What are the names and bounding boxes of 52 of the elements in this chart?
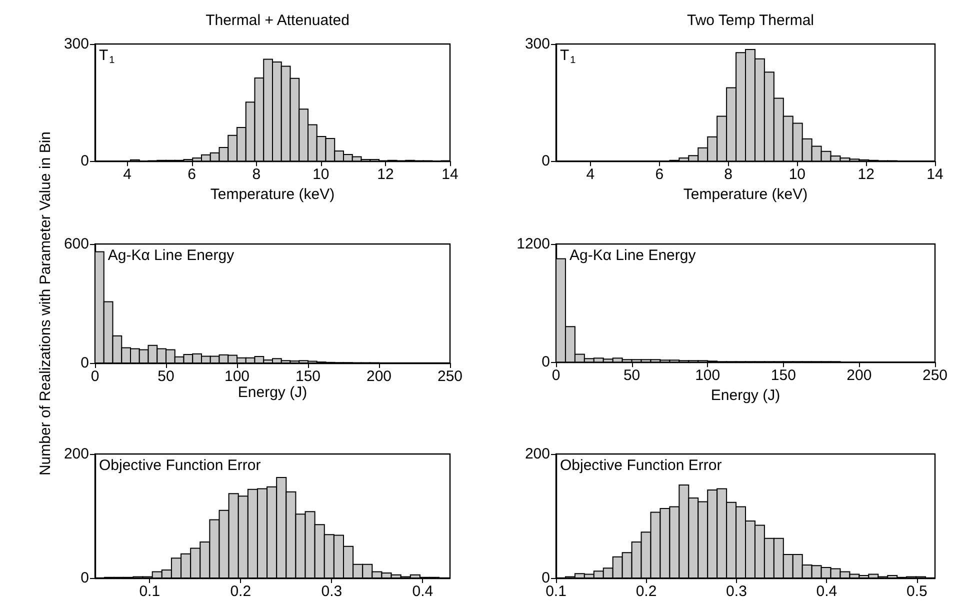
x-tick-label: 100 bbox=[224, 368, 250, 385]
x-tick-label: 10 bbox=[788, 166, 806, 184]
chart-title: Two Temp Thermal bbox=[687, 12, 814, 29]
x-tick-label: 200 bbox=[846, 367, 872, 384]
y-tick-label: 200 bbox=[524, 446, 550, 462]
x-tick-label: 0.5 bbox=[906, 583, 928, 600]
x-axis-title: Energy (J) bbox=[710, 387, 780, 404]
y-axis-title: Number of Realizations with Parameter Value in Bin bbox=[37, 131, 54, 476]
y-tick-label: 300 bbox=[64, 36, 89, 52]
x-tick-label: 4 bbox=[586, 166, 595, 184]
x-tick-label: 6 bbox=[188, 166, 196, 184]
y-tick-label: 0 bbox=[80, 570, 89, 586]
x-axis-title: Temperature (keV) bbox=[210, 186, 335, 203]
x-tick-label: 8 bbox=[724, 166, 732, 184]
x-tick-label: 8 bbox=[252, 166, 261, 184]
x-tick-label: 14 bbox=[442, 166, 458, 184]
x-tick-label: 6 bbox=[655, 166, 664, 184]
x-tick-label: 0.1 bbox=[139, 583, 160, 600]
y-tick-label: 300 bbox=[524, 36, 550, 52]
x-tick-label: 50 bbox=[623, 367, 640, 384]
x-tick-label: 150 bbox=[770, 367, 796, 384]
annotation: Objective Function Error bbox=[99, 457, 261, 474]
y-tick-label: 200 bbox=[64, 446, 89, 462]
y-tick-label: 0 bbox=[542, 354, 550, 371]
x-tick-label: 14 bbox=[926, 166, 944, 184]
x-tick-label: 10 bbox=[312, 166, 330, 184]
y-tick-label: 1200 bbox=[516, 236, 550, 252]
x-tick-label: 0.3 bbox=[726, 583, 747, 600]
x-tick-label: 0.2 bbox=[230, 583, 252, 600]
x-tick-label: 0.4 bbox=[412, 583, 434, 600]
annotation: Ag-Kα Line Energy bbox=[108, 247, 235, 264]
x-tick-label: 12 bbox=[858, 166, 874, 184]
annotation: Objective Function Error bbox=[560, 457, 722, 474]
x-tick-label: 0.4 bbox=[816, 583, 838, 600]
y-tick-label: 0 bbox=[80, 152, 89, 170]
x-axis-title: Energy (J) bbox=[238, 384, 308, 401]
x-tick-label: 250 bbox=[922, 367, 948, 384]
y-tick-label: 0 bbox=[542, 152, 550, 170]
x-tick-label: 200 bbox=[366, 368, 392, 385]
x-tick-label: 0.2 bbox=[636, 583, 657, 600]
x-tick-label: 150 bbox=[295, 368, 321, 385]
y-tick-label: 0 bbox=[80, 354, 89, 372]
x-tick-label: 50 bbox=[158, 368, 174, 385]
annotation: Ag-Kα Line Energy bbox=[569, 247, 696, 264]
x-axis-title: Temperature (keV) bbox=[683, 186, 808, 203]
x-tick-label: 0.3 bbox=[321, 583, 342, 600]
chart-title: Thermal + Attenuated bbox=[206, 12, 350, 29]
x-tick-label: 4 bbox=[123, 166, 132, 184]
x-tick-label: 100 bbox=[695, 367, 720, 384]
x-tick-label: 250 bbox=[437, 368, 463, 385]
x-tick-label: 12 bbox=[377, 166, 394, 184]
y-tick-label: 600 bbox=[64, 236, 89, 252]
